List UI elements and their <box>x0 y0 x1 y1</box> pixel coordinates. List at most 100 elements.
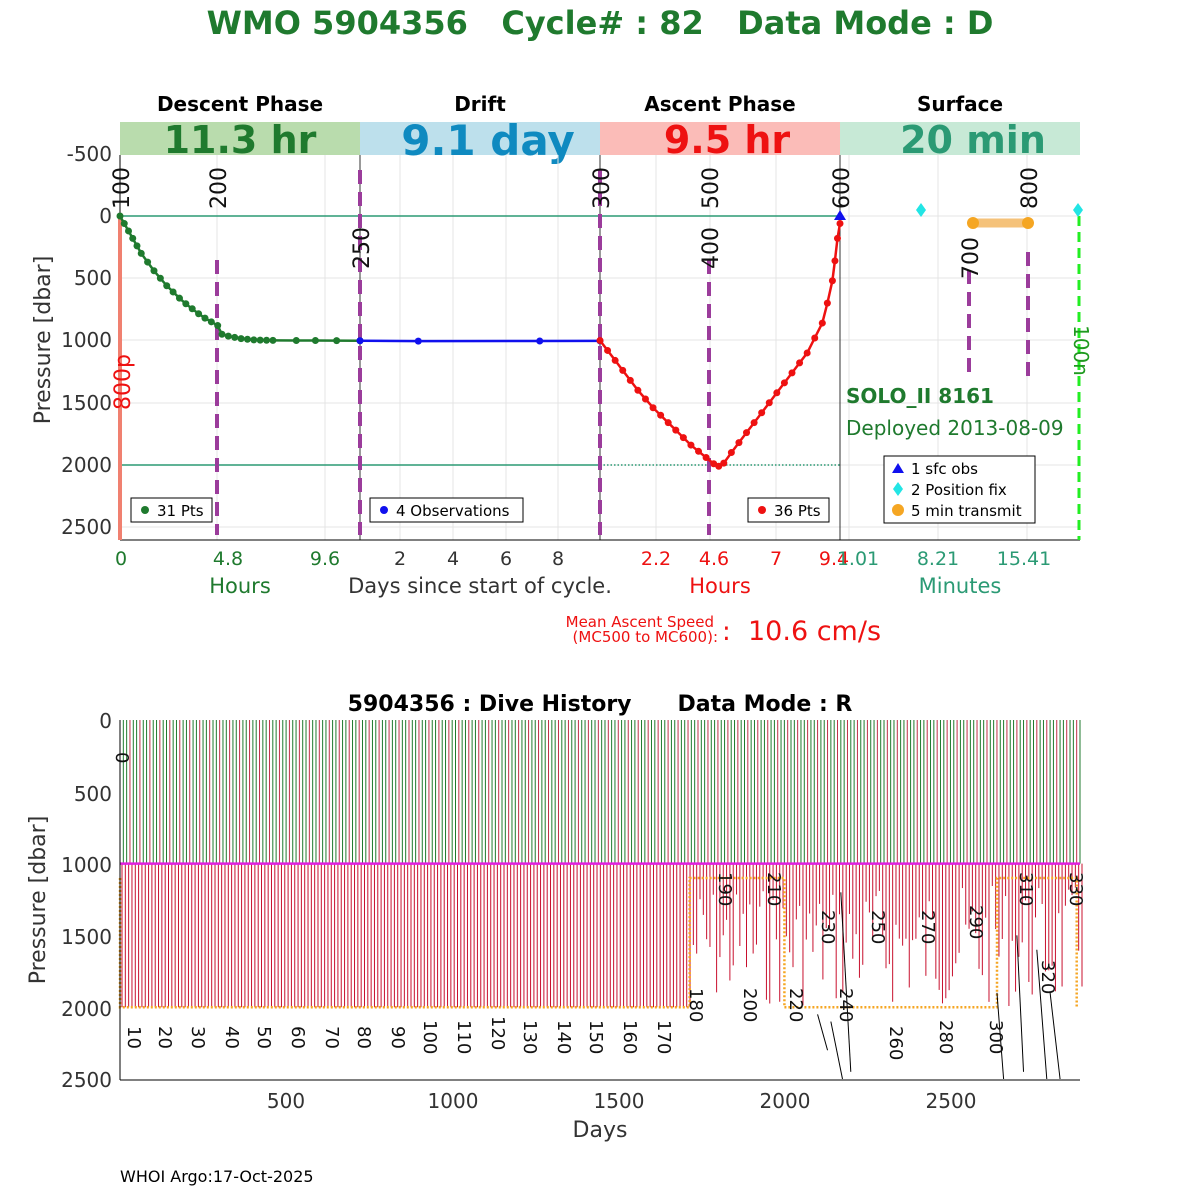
cycle-label: 290 <box>965 905 986 939</box>
phase-bar-ascent <box>600 122 840 155</box>
x-tick-label: 8 <box>552 548 564 570</box>
phase-duration-descent: 11.3 hr <box>164 118 317 162</box>
descent-point <box>224 332 232 340</box>
descent-point <box>256 336 264 344</box>
y-tick-label: 0 <box>99 709 112 733</box>
side-label-green: 100n <box>1069 325 1093 376</box>
phase-duration-ascent: 9.5 hr <box>664 118 791 162</box>
cycle-label: 320 <box>1037 960 1058 994</box>
cycle-label: 120 <box>487 1016 508 1050</box>
x-tick-label: 4.8 <box>213 548 243 570</box>
x-ticks-surface: 1.01 8.21 15.41 <box>837 548 1051 570</box>
ascent-point <box>715 462 723 470</box>
mission-code-label: 200 <box>207 167 232 209</box>
cycle-label: 70 <box>321 1026 342 1049</box>
legend-ascent: 36 Pts <box>747 497 830 523</box>
descent-point <box>116 212 124 220</box>
drift-point <box>414 337 422 345</box>
ascent-point <box>626 376 634 384</box>
descent-point <box>129 234 137 242</box>
legend-drift: 4 Observations <box>369 497 524 523</box>
surface-obs-marker <box>834 210 846 220</box>
ascent-point <box>833 234 841 242</box>
ascent-point <box>836 219 844 227</box>
ascent-point <box>818 319 826 327</box>
ascent-point <box>831 257 839 265</box>
phase-duration-drift: 9.1 day <box>401 116 575 165</box>
ascent-point <box>803 349 811 357</box>
cycle-label: 90 <box>387 1026 408 1049</box>
cycle-label: 80 <box>353 1026 374 1049</box>
x-tick-label: 2 <box>394 548 406 570</box>
cycle-label: 220 <box>785 988 806 1022</box>
cycle-label: 300 <box>985 1020 1006 1054</box>
ascent-point <box>619 366 627 374</box>
cycle-labels: 10 20 30 40 50 60 70 80 90 100 110 120 130 140 150 160 1… <box>111 752 1086 1060</box>
cycle-label: 260 <box>885 1026 906 1060</box>
figure-title: WMO 5904356 Cycle# : 82 Data Mode : D <box>207 4 994 42</box>
ascent-point <box>828 277 836 285</box>
mission-code-label: 700 <box>959 237 984 279</box>
descent-point <box>250 336 258 344</box>
mission-code-label: 400 <box>699 227 724 269</box>
y-tick-label: -500 <box>67 142 112 166</box>
descent-point <box>156 274 164 282</box>
descent-point <box>120 219 128 227</box>
cycle-label: 50 <box>253 1026 274 1049</box>
x-tick-label: 1.01 <box>837 548 879 570</box>
x-ticks-descent: 0 4.8 9.6 <box>115 548 340 570</box>
bottom-y-ticks: 0 500 1000 1500 2000 2500 <box>61 709 112 1092</box>
legend-marker-ascent <box>758 506 766 514</box>
ascent-point <box>735 439 743 447</box>
x-axis-label-descent: Hours <box>209 574 271 598</box>
ascent-point <box>687 441 695 449</box>
cycle-label: 190 <box>714 872 735 906</box>
cycle-label: 210 <box>763 872 784 906</box>
descent-point <box>269 336 277 344</box>
x-tick-label: 1000 <box>428 1089 479 1113</box>
ascent-point <box>695 447 703 455</box>
mission-code-label: 500 <box>699 167 724 209</box>
x-tick-label: 7 <box>770 548 782 570</box>
bottom-panel: 5904356 : Dive History Data Mode : R 0 5… <box>26 692 1086 1143</box>
y-tick-label: 2500 <box>61 515 112 539</box>
transmit-marker <box>1022 217 1034 229</box>
descent-point <box>182 300 190 308</box>
descent-point <box>150 267 158 275</box>
descent-point <box>188 305 196 313</box>
y-tick-label: 1000 <box>61 853 112 877</box>
descent-point <box>292 337 300 344</box>
descent-point <box>214 322 222 330</box>
legend-marker-sfc-obs <box>892 463 904 473</box>
mission-code-label: 250 <box>350 227 375 269</box>
descent-point <box>333 337 341 345</box>
cycle-label: 270 <box>917 910 938 944</box>
cycle-label: 20 <box>154 1026 175 1049</box>
legend-label-transmit: 5 min transmit <box>911 502 1022 520</box>
descent-point <box>231 333 239 341</box>
anomaly-trace <box>996 992 1005 1080</box>
descent-point <box>237 335 245 343</box>
phase-name-drift: Drift <box>454 92 506 116</box>
ascent-point <box>796 359 804 367</box>
cycle-label: 200 <box>739 988 760 1022</box>
cycle-label: 240 <box>835 988 856 1022</box>
x-tick-label: 8.21 <box>917 548 959 570</box>
y-tick-label: 1000 <box>61 328 112 352</box>
ascent-speed-colon: : <box>722 617 731 647</box>
phase-bar-drift <box>360 122 600 155</box>
phase-name-surface: Surface <box>917 92 1003 116</box>
ascent-point <box>611 356 619 364</box>
float-deployed: Deployed 2013-08-09 <box>846 416 1064 440</box>
cycle-label: 170 <box>653 1020 674 1054</box>
ascent-point <box>780 379 788 387</box>
anomaly-trace <box>1016 935 1025 1072</box>
y-tick-label: 2500 <box>61 1068 112 1092</box>
descent-point <box>243 335 251 343</box>
cycle-label: 150 <box>585 1020 606 1054</box>
cycle-label: 250 <box>867 910 888 944</box>
bottom-x-axis-label: Days <box>573 1118 628 1143</box>
ascent-point <box>672 426 680 434</box>
descent-point <box>175 294 183 302</box>
ascent-point <box>758 409 766 417</box>
